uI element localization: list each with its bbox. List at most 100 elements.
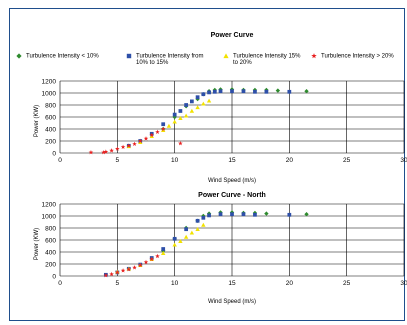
data-point bbox=[161, 251, 166, 255]
data-point bbox=[149, 132, 155, 137]
legend-label: Turbulence Intensity < 10% bbox=[26, 54, 99, 60]
y-tick-label: 400 bbox=[45, 249, 56, 256]
data-point bbox=[155, 129, 160, 134]
series bbox=[161, 87, 309, 132]
data-point bbox=[178, 109, 183, 113]
tick-labels: 0 200 400 600 800 1000 1200 0 5 10 15 20 25 30 bbox=[42, 78, 407, 164]
y-tick-label: 200 bbox=[45, 138, 56, 145]
legend-item: Turbulence Intensity > 20% bbox=[311, 53, 394, 60]
legend-label: Turbulence Intensity > 20% bbox=[321, 54, 394, 60]
data-point bbox=[207, 90, 211, 95]
data-point bbox=[304, 89, 309, 94]
data-point bbox=[195, 105, 200, 110]
chart-power-curve: Power Curve 0 200 400 600 800 1000 1200 0 5 10 15 2… bbox=[34, 32, 407, 184]
data-point bbox=[195, 95, 200, 100]
legend-marker bbox=[223, 53, 229, 59]
y-tick-label: 800 bbox=[45, 225, 56, 232]
x-tick-label: 20 bbox=[286, 280, 294, 287]
tick-labels: 0 200 400 600 800 1000 1200 0 5 10 15 20 25 30 bbox=[42, 201, 407, 287]
y-tick-label: 1000 bbox=[42, 90, 57, 97]
data-point bbox=[109, 271, 114, 277]
legend-item: Turbulence Intensity 15%to 20% bbox=[223, 53, 301, 66]
x-tick-label: 5 bbox=[116, 157, 120, 164]
data-point bbox=[155, 253, 160, 259]
data-point bbox=[161, 247, 166, 251]
y-axis-label: Power (KW) bbox=[34, 228, 40, 260]
data-point bbox=[172, 112, 177, 117]
data-point bbox=[264, 89, 269, 94]
series bbox=[88, 126, 183, 155]
data-point bbox=[137, 262, 143, 268]
x-tick-label: 30 bbox=[400, 280, 407, 287]
x-tick-label: 10 bbox=[171, 280, 179, 287]
y-tick-label: 400 bbox=[45, 126, 56, 133]
y-tick-label: 0 bbox=[52, 273, 56, 280]
data-point bbox=[189, 108, 195, 113]
data-point bbox=[183, 113, 189, 118]
data-point bbox=[201, 222, 206, 227]
data-point bbox=[178, 140, 183, 146]
x-tick-label: 10 bbox=[171, 157, 179, 164]
data-point bbox=[115, 269, 120, 275]
data-point bbox=[287, 212, 292, 217]
data-point bbox=[166, 123, 172, 128]
data-point bbox=[206, 98, 212, 103]
data-point bbox=[241, 212, 246, 217]
data-point bbox=[172, 236, 177, 241]
legend-marker bbox=[16, 53, 22, 59]
data-point bbox=[195, 227, 200, 231]
data-point bbox=[101, 149, 106, 155]
chart-power-curve-north: Power Curve - North 02004006008001000120… bbox=[34, 192, 407, 305]
data-point bbox=[120, 268, 126, 273]
data-point bbox=[109, 148, 114, 153]
x-tick-label: 20 bbox=[286, 157, 294, 164]
data-point bbox=[189, 230, 195, 235]
data-point bbox=[201, 101, 206, 106]
legend-label: to 20% bbox=[233, 60, 252, 66]
legend-item: Turbulence Intensity < 10% bbox=[16, 53, 99, 60]
data-point bbox=[126, 143, 132, 148]
data-point bbox=[132, 265, 137, 270]
legend-marker bbox=[311, 53, 317, 59]
x-axis-label: Wind Speed (m/s) bbox=[208, 299, 256, 305]
data-point bbox=[132, 141, 137, 146]
y-tick-label: 1000 bbox=[42, 213, 57, 220]
x-axis-label: Wind Speed (m/s) bbox=[208, 178, 256, 184]
y-tick-label: 600 bbox=[45, 114, 56, 121]
series bbox=[103, 253, 160, 278]
data-point bbox=[253, 89, 257, 94]
series bbox=[126, 89, 292, 148]
y-tick-label: 0 bbox=[52, 150, 56, 157]
data-point bbox=[143, 259, 149, 265]
series bbox=[161, 210, 309, 253]
data-point bbox=[88, 149, 94, 155]
y-tick-label: 800 bbox=[45, 102, 56, 109]
data-point bbox=[264, 211, 269, 216]
data-point bbox=[253, 212, 257, 217]
data-point bbox=[137, 138, 143, 143]
legend: Turbulence Intensity < 10% Turbulence Int… bbox=[16, 53, 394, 66]
data-point bbox=[115, 146, 120, 151]
y-tick-label: 1200 bbox=[42, 201, 57, 208]
data-point bbox=[103, 149, 109, 154]
series bbox=[115, 222, 206, 274]
x-tick-label: 15 bbox=[228, 280, 236, 287]
data-point bbox=[275, 88, 281, 93]
data-point bbox=[212, 89, 217, 94]
data-point bbox=[172, 119, 177, 124]
y-axis-label: Power (KW) bbox=[34, 105, 40, 137]
data-point bbox=[230, 89, 234, 94]
data-point bbox=[161, 122, 166, 127]
data-point bbox=[287, 89, 292, 94]
x-tick-label: 25 bbox=[343, 280, 351, 287]
data-point bbox=[304, 212, 309, 217]
data-point bbox=[172, 242, 177, 247]
data-point bbox=[230, 212, 234, 217]
data-point bbox=[207, 213, 211, 218]
data-point bbox=[241, 89, 246, 94]
x-tick-label: 5 bbox=[116, 280, 120, 287]
x-tick-label: 0 bbox=[58, 157, 62, 164]
data-point bbox=[184, 227, 189, 232]
